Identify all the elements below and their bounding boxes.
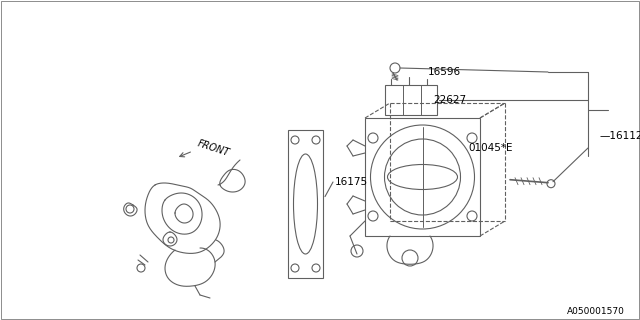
Text: A050001570: A050001570 <box>567 308 625 316</box>
Text: FRONT: FRONT <box>196 138 230 158</box>
Text: 16175: 16175 <box>335 177 368 187</box>
Bar <box>365 118 480 236</box>
Text: —16112: —16112 <box>599 131 640 141</box>
Text: 16596: 16596 <box>428 67 461 77</box>
Text: 22627: 22627 <box>433 95 466 105</box>
Bar <box>385 85 437 115</box>
Bar <box>288 130 323 278</box>
Text: 01045*E: 01045*E <box>468 143 513 153</box>
